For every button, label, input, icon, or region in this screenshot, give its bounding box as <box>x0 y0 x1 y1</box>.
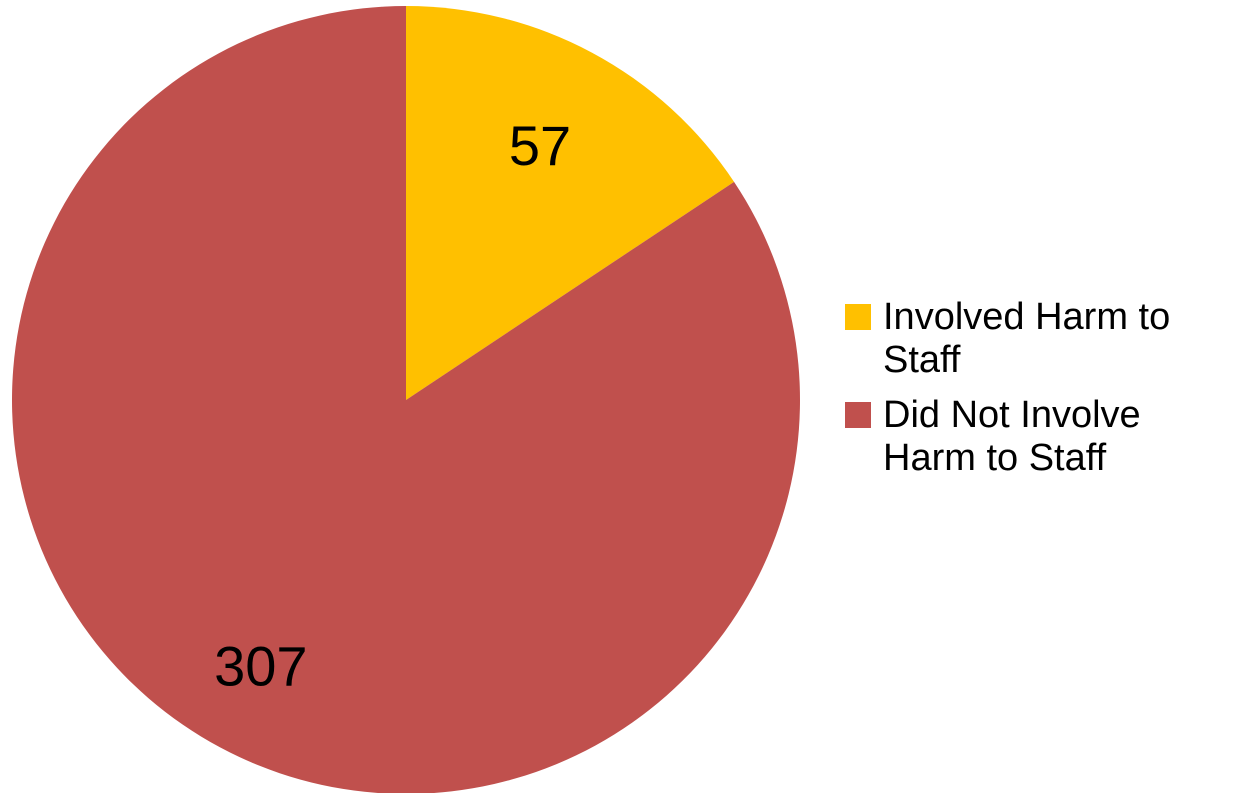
legend-label-no-harm: Did Not Involve Harm to Staff <box>883 394 1141 479</box>
legend: Involved Harm to Staff Did Not Involve H… <box>845 296 1245 492</box>
legend-swatch-no-harm <box>845 402 871 428</box>
pie-slice-no-harm <box>12 6 800 793</box>
legend-item-involved-harm: Involved Harm to Staff <box>845 296 1245 382</box>
legend-item-no-harm: Did Not Involve Harm to Staff <box>845 394 1245 480</box>
data-label-no-harm: 307 <box>214 635 307 698</box>
data-label-involved-harm: 57 <box>509 114 571 177</box>
legend-label-involved-harm: Involved Harm to Staff <box>883 296 1171 381</box>
pie-slice-involved-harm <box>406 6 735 400</box>
legend-swatch-involved-harm <box>845 304 871 330</box>
